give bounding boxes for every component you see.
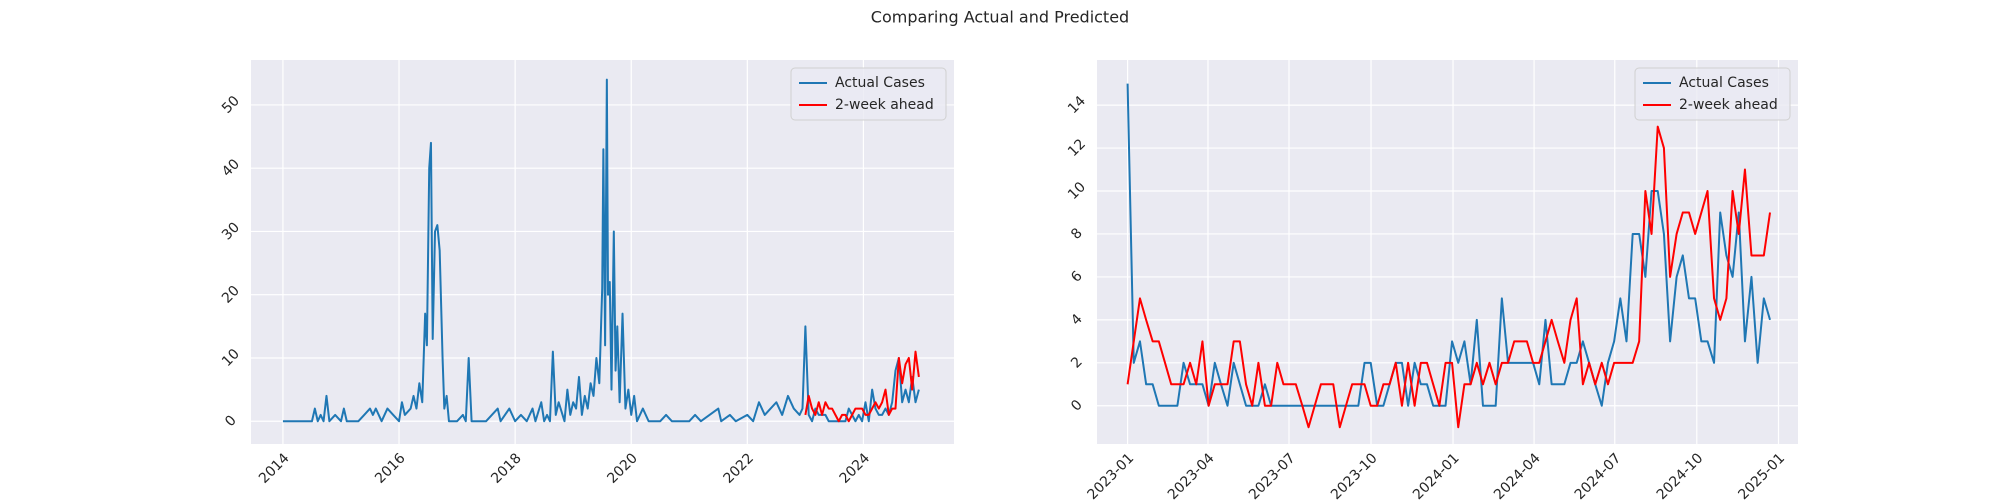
y-tick-label: 50 (219, 93, 243, 117)
legend-label: 2-week ahead (1679, 97, 1778, 113)
x-tick-label: 2023-01 (1085, 450, 1138, 500)
series-line (282, 78, 920, 423)
y-tick-label: 0 (1068, 397, 1086, 415)
x-tick-label: 2014 (256, 450, 293, 487)
y-tick-label: 4 (1068, 311, 1086, 329)
y-tick-label: 10 (219, 346, 243, 370)
legend-label: 2-week ahead (835, 97, 934, 113)
legend-box (1634, 67, 1791, 121)
legend-box (790, 67, 947, 121)
x-tick-label: 2023-07 (1246, 450, 1299, 500)
x-tick-label: 2024-01 (1410, 450, 1463, 500)
series-line (804, 350, 920, 423)
y-tick-label: 6 (1068, 268, 1086, 286)
series-line (1126, 125, 1771, 429)
x-tick-label: 2024-04 (1491, 450, 1544, 500)
series-line (1126, 83, 1771, 407)
x-tick-label: 2020 (604, 450, 641, 487)
x-tick-label: 2023-04 (1165, 450, 1218, 500)
x-tick-label: 2024-10 (1654, 450, 1707, 500)
legend-label: Actual Cases (1679, 75, 1769, 91)
y-tick-label: 14 (1065, 93, 1089, 117)
legend-label: Actual Cases (835, 75, 925, 91)
y-tick-label: 8 (1068, 225, 1086, 243)
x-tick-label: 2022 (720, 450, 757, 487)
axes: 0 2 4 6 8 10 12 14 2023-01 2023-04 2023-07 2023-10 2… (1065, 60, 1798, 503)
figure-title: Comparing Actual and Predicted (871, 8, 1129, 27)
x-tick-label: 2025-01 (1735, 450, 1788, 500)
y-tick-label: 40 (219, 156, 243, 180)
axes: 0 10 20 30 40 50 2014 2016 2018 2020 2022 2024 Actua… (219, 60, 954, 487)
x-tick-label: 2016 (372, 450, 409, 487)
y-tick-label: 20 (219, 283, 243, 307)
x-tick-label: 2024 (837, 450, 874, 487)
y-tick-label: 2 (1068, 354, 1086, 372)
y-tick-label: 10 (1065, 179, 1089, 203)
y-tick-label: 12 (1065, 136, 1089, 160)
x-tick-label: 2024-07 (1572, 450, 1625, 500)
y-tick-label: 30 (219, 219, 243, 243)
x-tick-label: 2018 (488, 450, 525, 487)
y-tick-label: 0 (222, 412, 240, 430)
x-tick-label: 2023-10 (1328, 450, 1381, 500)
